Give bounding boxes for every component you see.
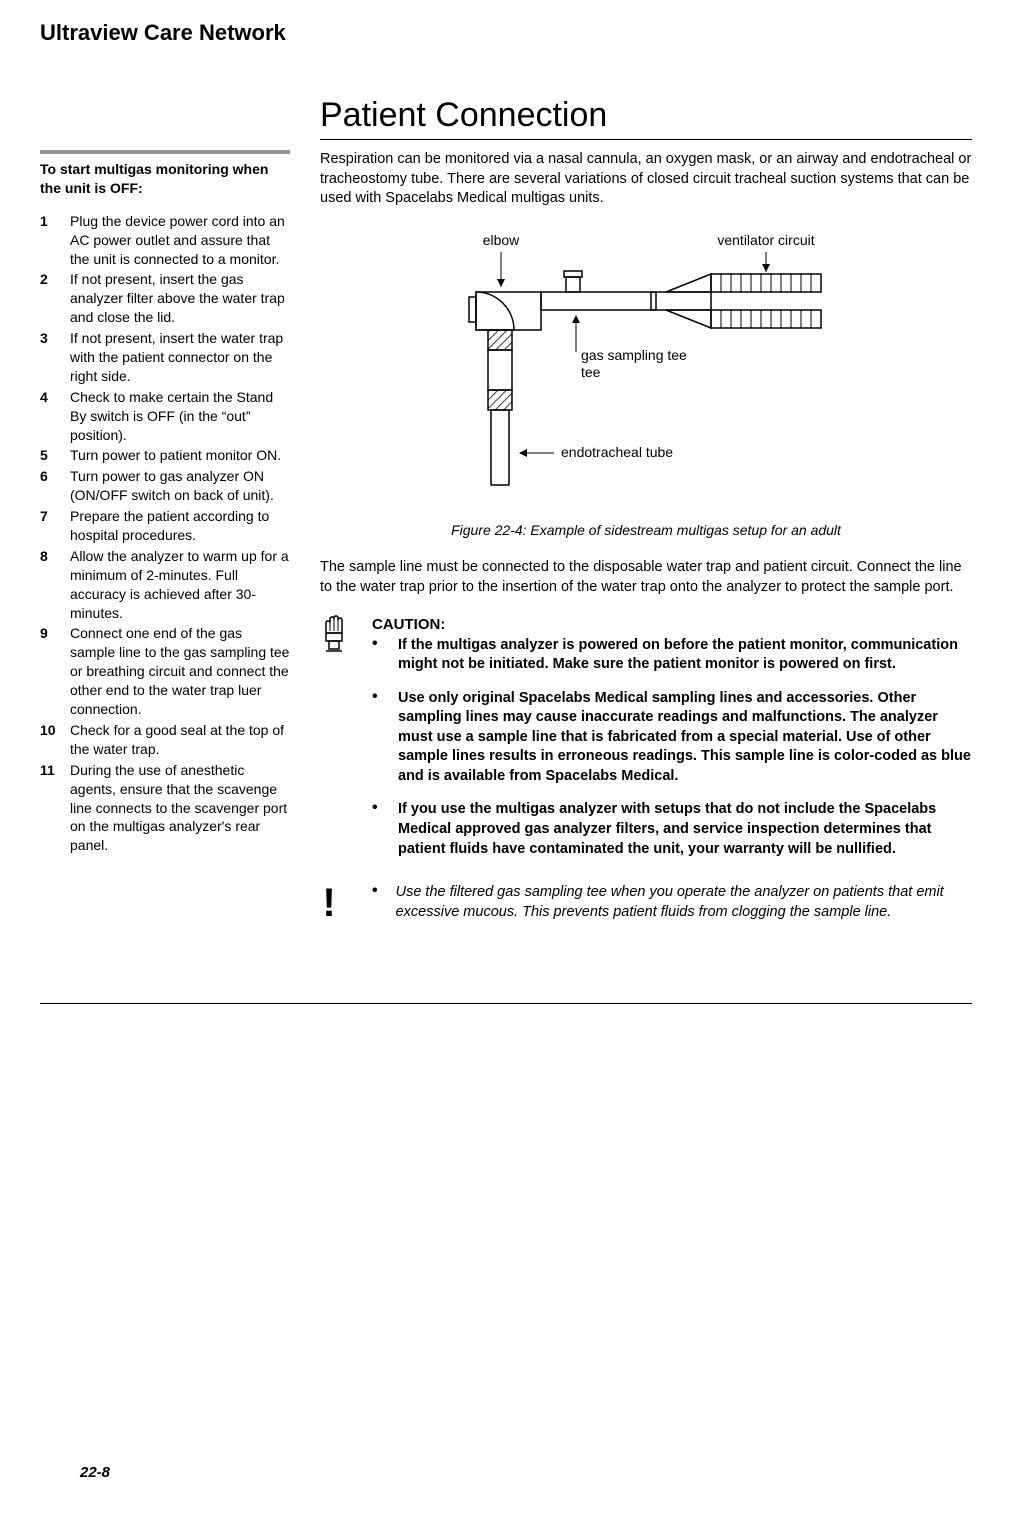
caution-bullet: • If the multigas analyzer is powered on…	[372, 636, 972, 675]
caution-bullet: • Use only original Spacelabs Medical sa…	[372, 689, 972, 787]
step-num: 11	[40, 761, 70, 855]
caution-block: CAUTION: • If the multigas analyzer is p…	[320, 615, 972, 873]
svg-text:ventilator circuit: ventilator circuit	[717, 232, 814, 248]
list-item: 7Prepare the patient according to hospit…	[40, 507, 290, 545]
bullet-mark: •	[372, 800, 380, 859]
svg-text:endotracheal tube: endotracheal tube	[561, 444, 673, 460]
step-num: 5	[40, 446, 70, 465]
svg-text:gas sampling tee: gas sampling tee	[581, 347, 687, 363]
step-text: Turn power to gas analyzer ON (ON/OFF sw…	[70, 467, 290, 505]
main-content: Respiration can be monitored via a nasal…	[320, 150, 972, 923]
sidebar: To start multigas monitoring when the un…	[40, 150, 290, 923]
caution-bullet: • If you use the multigas analyzer with …	[372, 800, 972, 859]
bullet-text: Use only original Spacelabs Medical samp…	[398, 689, 972, 787]
svg-text:tee: tee	[581, 364, 601, 380]
step-text: Allow the analyzer to warm up for a mini…	[70, 547, 290, 623]
list-item: 9Connect one end of the gas sample line …	[40, 624, 290, 718]
step-text: Check to make certain the Stand By switc…	[70, 388, 290, 445]
sidebar-rule	[40, 150, 290, 154]
bullet-text: If the multigas analyzer is powered on b…	[398, 636, 972, 675]
sidebar-heading: To start multigas monitoring when the un…	[40, 160, 290, 198]
step-num: 8	[40, 547, 70, 623]
list-item: 10Check for a good seal at the top of th…	[40, 721, 290, 759]
note-block: ! • Use the filtered gas sampling tee wh…	[320, 883, 972, 923]
bullet-mark: •	[372, 689, 380, 787]
list-item: 3If not present, insert the water trap w…	[40, 329, 290, 386]
paragraph: The sample line must be connected to the…	[320, 558, 972, 597]
figure-caption: Figure 22-4: Example of sidestream multi…	[320, 521, 972, 540]
list-item: 4Check to make certain the Stand By swit…	[40, 388, 290, 445]
figure: elbow ventilator circuit	[406, 227, 886, 514]
step-num: 10	[40, 721, 70, 759]
step-text: Connect one end of the gas sample line t…	[70, 624, 290, 718]
page-number: 22-8	[80, 1464, 110, 1481]
step-num: 9	[40, 624, 70, 718]
list-item: 6Turn power to gas analyzer ON (ON/OFF s…	[40, 467, 290, 505]
bullet-text: If you use the multigas analyzer with se…	[398, 800, 972, 859]
step-text: Plug the device power cord into an AC po…	[70, 212, 290, 269]
step-text: If not present, insert the water trap wi…	[70, 329, 290, 386]
list-item: 5Turn power to patient monitor ON.	[40, 446, 290, 465]
step-num: 7	[40, 507, 70, 545]
step-text: Check for a good seal at the top of the …	[70, 721, 290, 759]
svg-text:elbow: elbow	[483, 232, 520, 248]
step-text: If not present, insert the gas analyzer …	[70, 270, 290, 327]
step-num: 2	[40, 270, 70, 327]
step-text: During the use of anesthetic agents, ens…	[70, 761, 290, 855]
section-title: Patient Connection	[320, 96, 972, 135]
bullet-mark: •	[372, 636, 380, 675]
title-rule	[320, 139, 972, 140]
step-num: 3	[40, 329, 70, 386]
exclamation-icon: !	[320, 883, 338, 923]
intro-paragraph: Respiration can be monitored via a nasal…	[320, 150, 972, 209]
caution-heading: CAUTION:	[372, 615, 972, 635]
step-num: 1	[40, 212, 70, 269]
step-text: Prepare the patient according to hospita…	[70, 507, 290, 545]
list-item: 11During the use of anesthetic agents, e…	[40, 761, 290, 855]
sidebar-steps: 1Plug the device power cord into an AC p…	[40, 212, 290, 855]
bullet-mark: •	[372, 883, 378, 923]
circuit-diagram: elbow ventilator circuit	[406, 227, 886, 507]
step-num: 6	[40, 467, 70, 505]
document-header: Ultraview Care Network	[40, 20, 972, 46]
list-item: 8Allow the analyzer to warm up for a min…	[40, 547, 290, 623]
list-item: 1Plug the device power cord into an AC p…	[40, 212, 290, 269]
footer-rule	[40, 1003, 972, 1004]
list-item: 2If not present, insert the gas analyzer…	[40, 270, 290, 327]
step-num: 4	[40, 388, 70, 445]
note-text: Use the filtered gas sampling tee when y…	[396, 883, 972, 923]
step-text: Turn power to patient monitor ON.	[70, 446, 290, 465]
stop-hand-icon	[320, 615, 350, 653]
